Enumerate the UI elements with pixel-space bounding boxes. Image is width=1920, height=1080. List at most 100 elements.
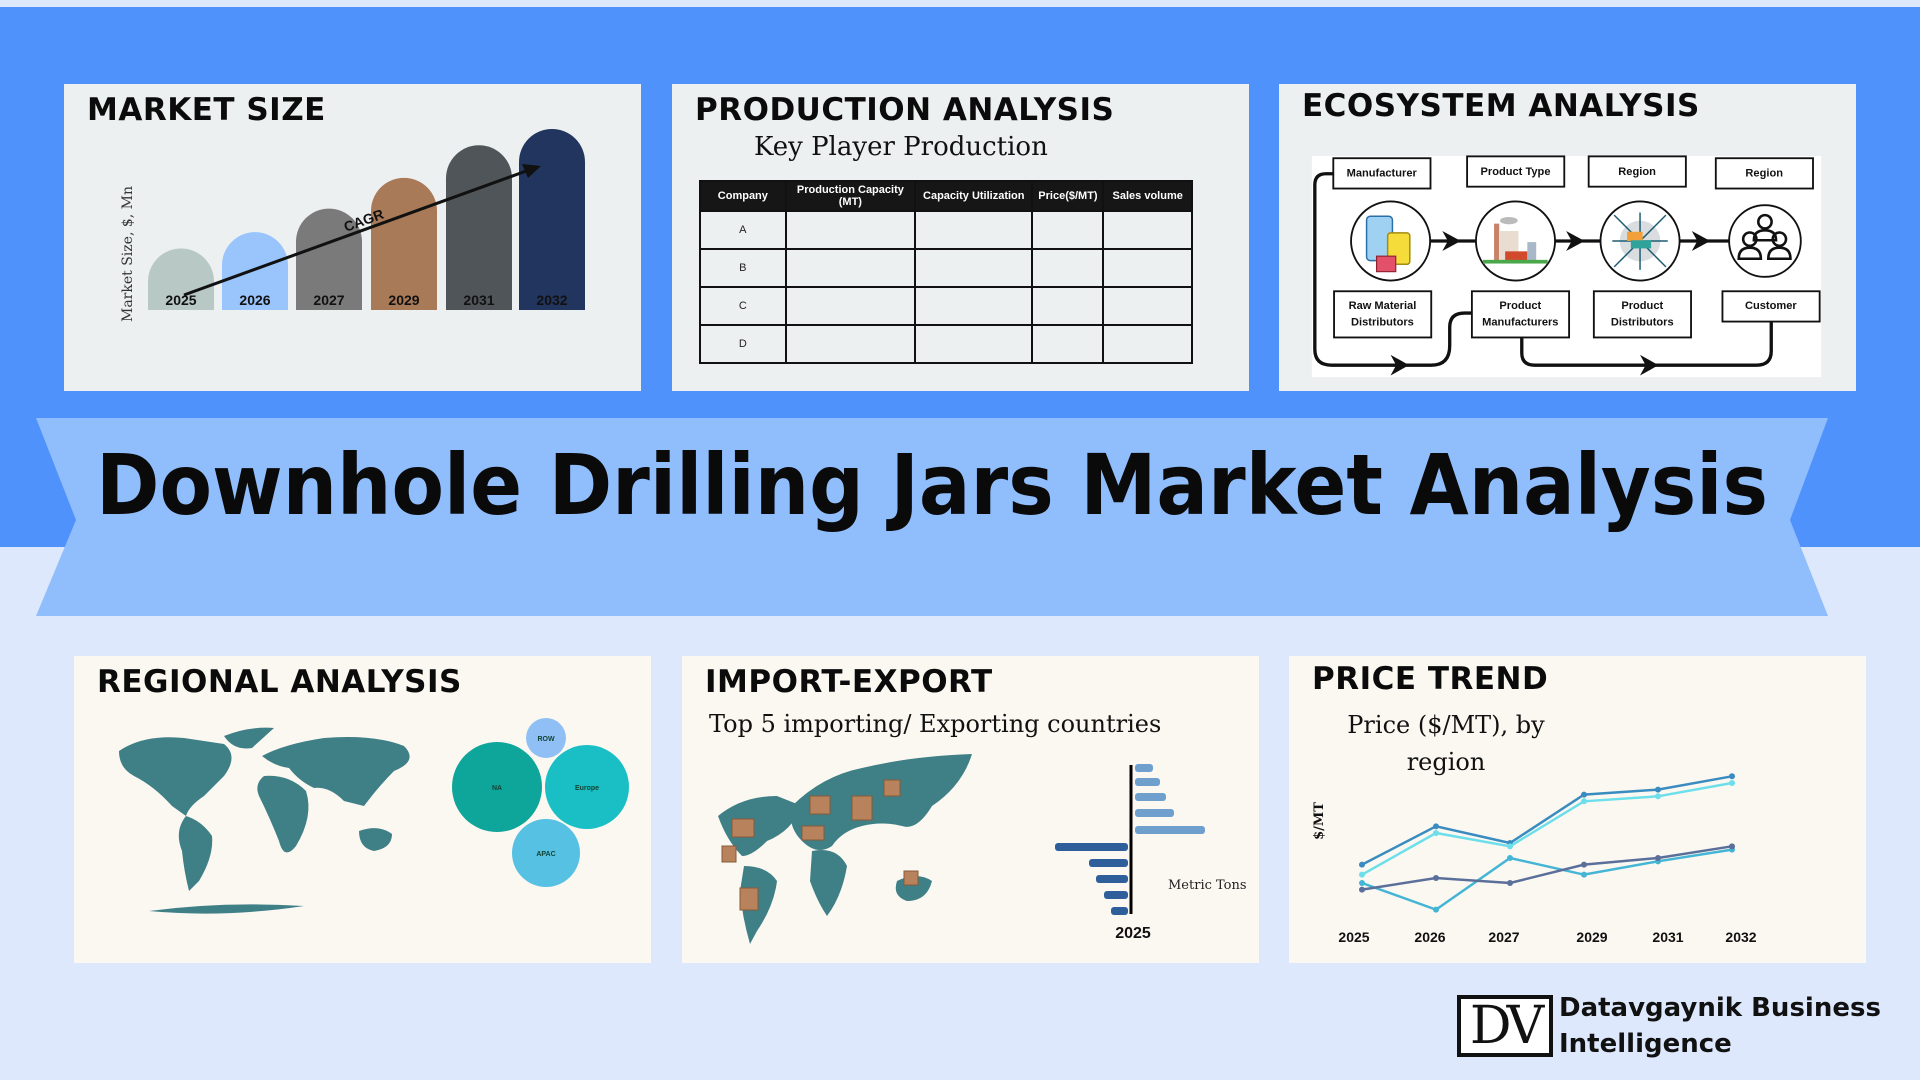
label-box	[1592, 290, 1692, 339]
label-box	[1714, 157, 1814, 190]
table-cell	[1031, 248, 1105, 288]
x-tick-label: 2032	[1725, 929, 1756, 945]
chart-title-line: region	[1407, 748, 1486, 776]
table-cell	[914, 248, 1034, 288]
bar	[222, 232, 288, 310]
bar	[296, 208, 362, 310]
table-cell	[784, 248, 917, 288]
data-point	[1581, 791, 1587, 798]
table-cell	[1102, 324, 1193, 364]
price-trend-chart: Price ($/MT), by region $/MT 2025 2026 202…	[1312, 711, 1757, 945]
table-cell	[1102, 286, 1193, 326]
panel-title: PRICE TREND	[1312, 661, 1549, 697]
x-tick-label: 2031	[1652, 929, 1683, 945]
table-row: A	[699, 210, 1193, 250]
region-bubble	[452, 742, 542, 832]
import-export-chart: Metric Tons 2025	[718, 754, 1247, 944]
bar	[371, 177, 437, 310]
x-tick-label: 2029	[388, 292, 419, 308]
data-point	[1655, 793, 1661, 800]
bubble-label: APAC	[536, 851, 555, 858]
import-export-panel: IMPORT-EXPORT Top 5 importing/ Exporting…	[682, 656, 1259, 963]
table-row: D	[699, 324, 1193, 364]
x-tick-label: 2029	[1576, 929, 1607, 945]
data-point	[1655, 854, 1661, 861]
data-point	[1359, 861, 1365, 868]
year-label: 2025	[1115, 925, 1151, 942]
table-cell	[1031, 286, 1105, 326]
panel-title: REGIONAL ANALYSIS	[97, 664, 462, 700]
arrow-head-icon	[522, 164, 541, 178]
data-point	[1507, 843, 1513, 850]
series-line	[1361, 848, 1733, 912]
table-row: C	[699, 286, 1193, 326]
x-tick-label: 2027	[313, 292, 344, 308]
column-header: Production Capacity (MT)	[784, 180, 917, 212]
shipping-boxes	[721, 779, 919, 911]
import-bar	[1096, 875, 1128, 883]
regional-panel: REGIONAL ANALYSIS NA Europe ROW APAC	[74, 656, 651, 963]
bar	[148, 248, 214, 310]
data-point	[1729, 779, 1735, 786]
export-bar	[1135, 809, 1174, 817]
bar	[519, 129, 585, 310]
box-label: Distributors	[1351, 317, 1414, 329]
data-point	[1581, 861, 1587, 868]
export-bar	[1135, 778, 1160, 786]
data-point	[1359, 886, 1365, 893]
box-label: Distributors	[1611, 317, 1674, 329]
column-header: Sales volume	[1102, 180, 1193, 212]
column-header: Company	[699, 180, 787, 212]
label-box	[1721, 290, 1821, 323]
table-cell	[784, 286, 917, 326]
box-label: Region	[1618, 166, 1656, 178]
box-label: Raw Material	[1349, 300, 1417, 312]
unit-label: Metric Tons	[1168, 878, 1247, 893]
region-bubble	[545, 745, 629, 829]
x-tick-label: 2025	[165, 292, 196, 308]
bubble-label: NA	[492, 785, 502, 792]
data-point	[1433, 823, 1439, 830]
bubble-label: ROW	[537, 736, 555, 743]
box-label: Product	[1621, 300, 1663, 312]
table-cell: B	[699, 248, 787, 288]
data-point	[1433, 906, 1439, 913]
series-line	[1361, 845, 1733, 891]
table-cell	[1031, 210, 1105, 250]
flow-arrows	[1390, 231, 1711, 376]
import-bar	[1089, 859, 1128, 867]
panel-subtitle: Top 5 importing/ Exporting countries	[709, 710, 1162, 738]
y-axis-label: $/MT	[1312, 802, 1327, 840]
panel-title: ECOSYSTEM ANALYSIS	[1302, 88, 1700, 124]
x-tick-label: 2026	[239, 292, 270, 308]
box-label: Product	[1499, 300, 1541, 312]
cagr-arrow	[183, 168, 530, 297]
table-cell: C	[699, 286, 787, 326]
table-cell	[1031, 324, 1105, 364]
x-tick-label: 2027	[1488, 929, 1519, 945]
box-label: Customer	[1745, 300, 1797, 312]
table-row: B	[699, 248, 1193, 288]
region-bubble	[512, 819, 580, 887]
label-box	[1587, 155, 1687, 188]
key-player-table: Company Production Capacity (MT) Capacit…	[699, 180, 1193, 364]
x-tick-label: 2032	[536, 292, 567, 308]
table-cell	[784, 324, 917, 364]
bar	[446, 145, 512, 310]
label-box	[1333, 290, 1433, 339]
data-point	[1655, 786, 1661, 793]
trade-world-map	[718, 754, 972, 944]
data-point	[1507, 854, 1513, 861]
ecosystem-diagram: Manufacturer Product Type Region Region Raw …	[1311, 155, 1822, 377]
company-name-line2: Intelligence	[1559, 1029, 1732, 1059]
import-bar	[1111, 907, 1128, 915]
column-header: Capacity Utilization	[914, 180, 1034, 212]
region-bubble	[526, 718, 566, 758]
table-cell	[784, 210, 917, 250]
data-point	[1581, 798, 1587, 805]
data-point	[1359, 879, 1365, 886]
table-cell: A	[699, 210, 787, 250]
label-box	[1470, 290, 1571, 339]
company-logo: DV	[1457, 995, 1553, 1057]
